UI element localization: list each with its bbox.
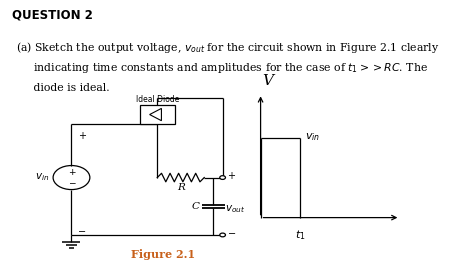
Text: +: + (78, 131, 85, 141)
Text: diode is ideal.: diode is ideal. (16, 83, 110, 93)
Text: $v_{out}$: $v_{out}$ (224, 203, 244, 215)
Text: C: C (191, 202, 199, 211)
Text: Figure 2.1: Figure 2.1 (131, 249, 195, 260)
Text: −: − (78, 227, 86, 237)
Text: $v_{in}$: $v_{in}$ (305, 132, 319, 143)
Bar (139, 105, 174, 124)
Text: QUESTION 2: QUESTION 2 (12, 8, 93, 21)
Text: $v_{in}$: $v_{in}$ (35, 172, 49, 183)
Text: (a) Sketch the output voltage, $v_{out}$ for the circuit shown in Figure 2.1 cle: (a) Sketch the output voltage, $v_{out}$… (16, 40, 439, 55)
Text: −: − (68, 178, 75, 187)
Text: +: + (227, 171, 235, 181)
Text: +: + (68, 168, 75, 177)
Circle shape (219, 233, 225, 237)
Text: V: V (262, 74, 273, 88)
Text: indicating time constants and amplitudes for the case of $t_1 >> RC$. The: indicating time constants and amplitudes… (16, 61, 427, 75)
Circle shape (219, 176, 225, 179)
Text: −: − (227, 229, 235, 239)
Text: Ideal Diode: Ideal Diode (135, 95, 178, 104)
Text: $t_1$: $t_1$ (294, 228, 305, 242)
Text: R: R (177, 183, 184, 192)
